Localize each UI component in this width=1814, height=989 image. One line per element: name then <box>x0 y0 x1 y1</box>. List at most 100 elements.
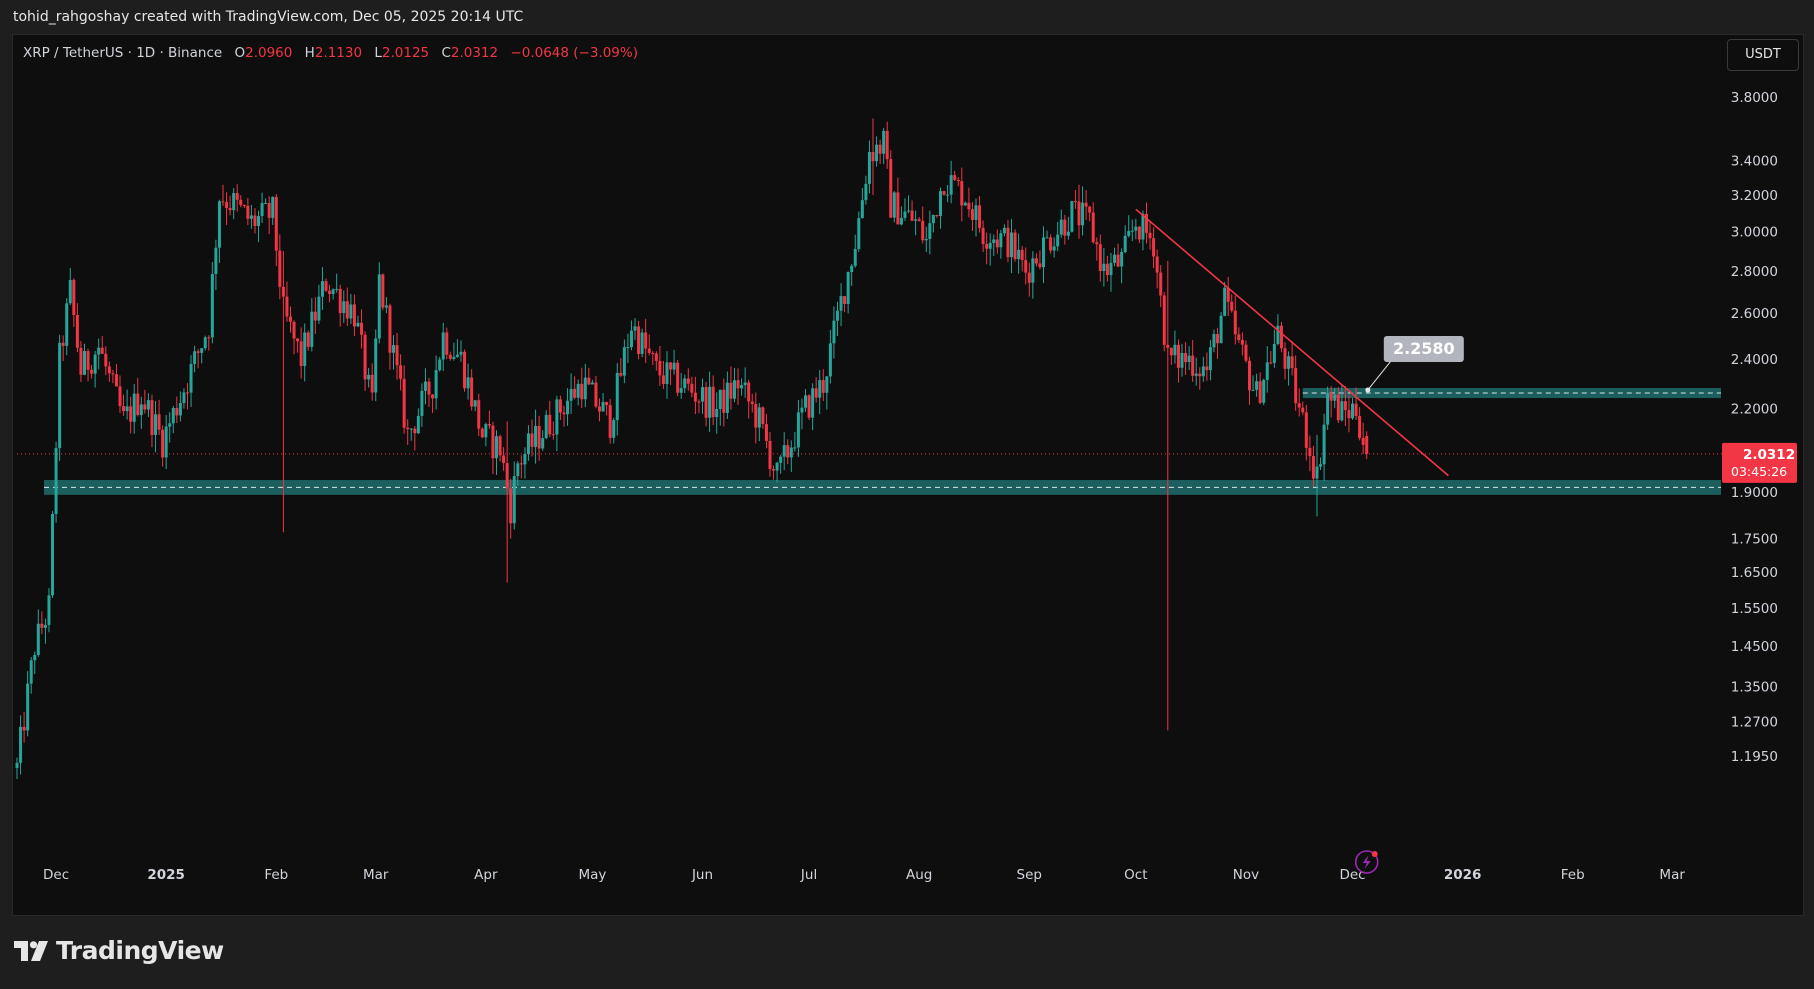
candle <box>1322 413 1326 481</box>
chart-attribution: tohid_rahgoshay created with TradingView… <box>13 9 524 25</box>
candle <box>271 196 275 225</box>
candle <box>1198 367 1202 390</box>
candle <box>203 335 207 351</box>
candle-body <box>1351 403 1355 419</box>
candle <box>495 430 499 475</box>
candle <box>835 301 839 337</box>
candle-body <box>150 400 154 435</box>
y-tick-label: 3.0000 <box>1731 225 1778 241</box>
candle-body <box>51 513 55 596</box>
candle <box>526 425 530 461</box>
candle-body <box>491 425 495 459</box>
candle-body <box>1162 295 1166 345</box>
candle-body <box>871 152 875 162</box>
candle <box>193 345 197 373</box>
y-tick-label: 1.4500 <box>1731 639 1778 655</box>
candle-body <box>114 374 118 387</box>
candle-body <box>82 351 86 375</box>
candle-body <box>288 316 292 322</box>
candle <box>232 188 236 220</box>
candle <box>352 294 356 336</box>
candle-body <box>242 204 246 206</box>
candle-body <box>161 429 165 458</box>
candle-body <box>970 209 974 220</box>
candle <box>1244 340 1248 363</box>
candle-body <box>345 301 349 319</box>
x-tick-label: Dec <box>1339 867 1365 883</box>
candle <box>438 356 442 372</box>
annotation-anchor <box>1365 387 1371 393</box>
candle <box>747 379 751 419</box>
tradingview-logo[interactable]: TradingView <box>14 936 224 965</box>
candle <box>931 214 935 233</box>
candle-body <box>1336 394 1340 421</box>
chart-panel[interactable]: 2.2580 3.8000 3.4000 3.2000 3.0000 2.8000 2.60… <box>12 34 1804 916</box>
candle <box>562 405 566 427</box>
candle <box>516 460 520 486</box>
candle-body <box>65 303 69 346</box>
alert-lightning-icon[interactable] <box>1354 850 1379 874</box>
candle-body <box>473 400 477 407</box>
candle <box>1002 224 1006 237</box>
candle <box>534 409 538 464</box>
candle <box>537 415 541 461</box>
candle-body <box>15 762 19 769</box>
candle-body <box>1095 242 1099 245</box>
candle-body <box>320 281 324 297</box>
candle <box>292 320 296 355</box>
candle-body <box>455 354 459 357</box>
candle-body <box>853 248 857 266</box>
candle-body <box>1269 362 1273 364</box>
candles <box>15 118 1369 779</box>
candle-body <box>484 424 488 438</box>
candle-body <box>86 351 90 370</box>
candle-body <box>807 395 811 418</box>
candle-body <box>669 362 673 370</box>
candle-body <box>1255 381 1259 390</box>
candle-body <box>924 238 928 241</box>
candle <box>1279 321 1283 353</box>
candle-body <box>605 402 609 406</box>
candle <box>324 278 328 293</box>
candle <box>626 333 630 363</box>
x-tick-label: May <box>578 867 606 883</box>
candle <box>1105 255 1109 282</box>
candle-body <box>111 373 115 375</box>
price-chart[interactable]: 2.2580 3.8000 3.4000 3.2000 3.0000 2.8000 2.60… <box>13 35 1803 915</box>
candle-body <box>598 406 602 412</box>
candle <box>576 379 580 406</box>
candle-body <box>349 304 353 319</box>
candle <box>1027 262 1031 297</box>
candle-body <box>1102 263 1106 272</box>
candle-body <box>743 382 747 386</box>
y-tick-label: 3.2000 <box>1731 188 1778 204</box>
candle-body <box>264 203 268 205</box>
candle-body <box>1052 246 1056 251</box>
candle-body <box>509 488 513 524</box>
candle <box>665 351 669 399</box>
candle-body <box>1240 339 1244 345</box>
candle <box>875 136 879 167</box>
candle <box>1258 372 1262 405</box>
candle <box>697 399 701 414</box>
candle-body <box>960 181 964 206</box>
y-tick-label: 1.6500 <box>1731 565 1778 581</box>
currency-button[interactable]: USDT <box>1727 39 1799 71</box>
candle-body <box>882 130 886 154</box>
candle <box>1116 243 1120 268</box>
candle-body <box>409 428 413 430</box>
candle <box>608 399 612 444</box>
candle-body <box>1002 227 1006 234</box>
candle-body <box>686 378 690 384</box>
candle <box>1152 227 1156 269</box>
candle-body <box>90 369 94 374</box>
candle <box>68 268 72 306</box>
candle <box>1354 387 1358 420</box>
candle <box>1045 230 1049 239</box>
candle <box>569 373 573 414</box>
candle-body <box>438 359 442 371</box>
candle-body <box>754 403 758 428</box>
candle <box>1173 330 1177 364</box>
candle <box>544 410 548 440</box>
candle-body <box>981 227 985 244</box>
